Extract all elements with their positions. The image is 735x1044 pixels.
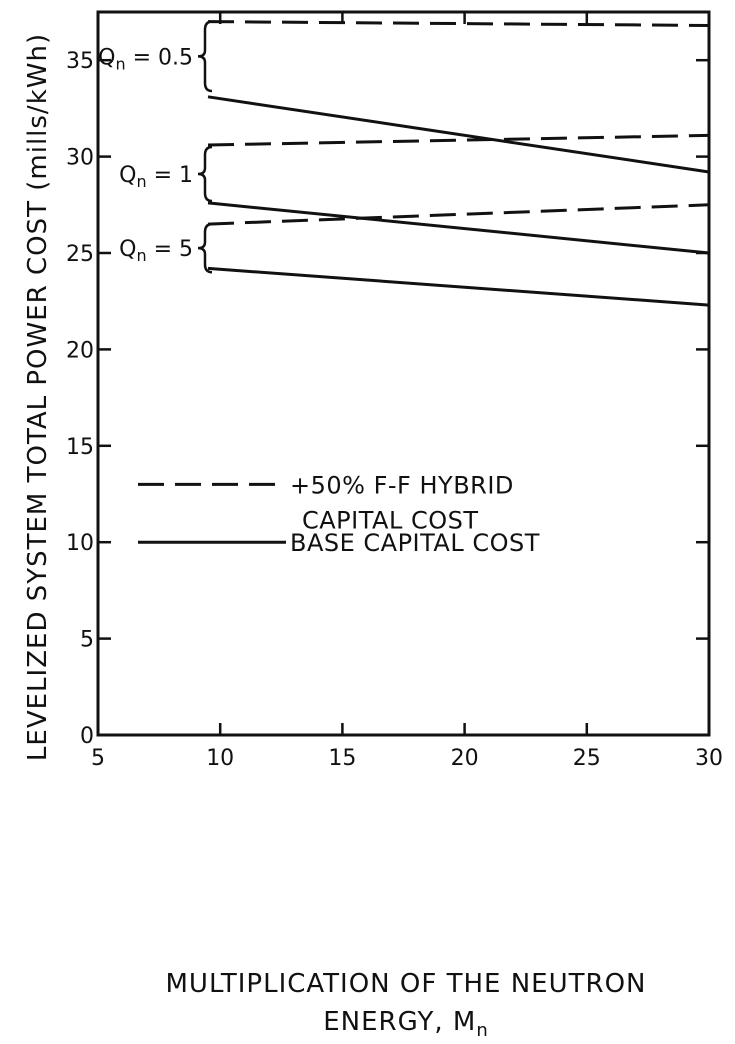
x-axis-title-line1: MULTIPLICATION OF THE NEUTRON (166, 969, 647, 999)
y-tick-label: 35 (66, 49, 94, 74)
group-bracket (197, 222, 213, 274)
group-bracket (197, 20, 213, 93)
q-group-label: Qn = 0.5 (98, 45, 193, 73)
legend-label: +50% F-F HYBRID (290, 471, 514, 499)
y-axis-title: LEVELIZED SYSTEM TOTAL POWER COST (mills… (23, 33, 53, 761)
q-group-label: Qn = 1 (119, 163, 193, 191)
y-tick-label: 15 (66, 435, 94, 460)
x-axis-title-line2: ENERGY, Mn (323, 1007, 489, 1041)
series-line-solid (207, 266, 710, 307)
series-line-solid (207, 95, 710, 174)
y-tick-label: 25 (66, 242, 94, 267)
x-tick-label: 30 (695, 746, 723, 771)
x-tick-label: 15 (328, 746, 356, 771)
x-tick-label: 10 (206, 746, 234, 771)
series-line-solid (207, 201, 710, 255)
group-bracket (197, 145, 213, 203)
x-tick-label: 25 (573, 746, 601, 771)
x-tick-label: 20 (451, 746, 479, 771)
series-line-dashed (207, 203, 710, 226)
legend-label-line2: CAPITAL COST (302, 506, 478, 534)
q-group-label: Qn = 5 (119, 237, 193, 265)
plot-frame (96, 10, 711, 737)
y-tick-label: 5 (80, 628, 94, 653)
group-brackets: Qn = 0.5 Qn = 1 Qn = 5 (98, 20, 213, 274)
series-layer (207, 20, 710, 307)
series-line-dashed (207, 133, 710, 147)
series-line-dashed (207, 20, 710, 27)
y-tick-label: 0 (80, 724, 94, 749)
y-tick-label: 10 (66, 531, 94, 556)
axis-ticks (96, 12, 711, 737)
y-tick-label: 20 (66, 338, 94, 363)
x-tick-label: 5 (91, 746, 105, 771)
y-tick-label: 30 (66, 146, 94, 171)
legend-label: BASE CAPITAL COST (290, 529, 540, 557)
